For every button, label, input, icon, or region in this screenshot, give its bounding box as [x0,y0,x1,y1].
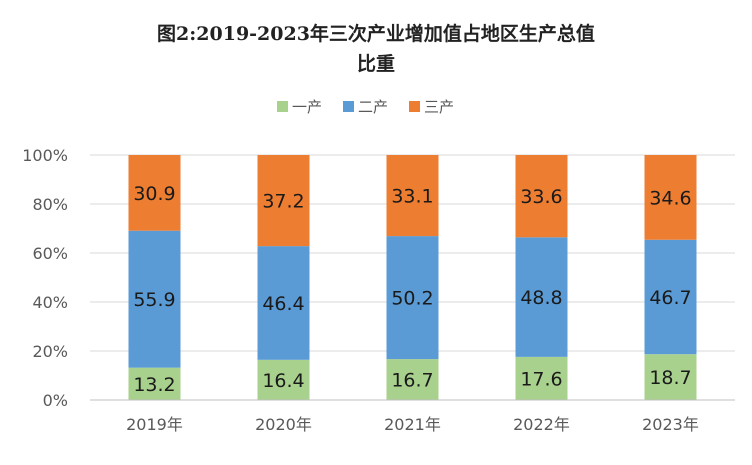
bars [128,155,697,400]
data-label: 33.6 [520,186,562,208]
data-label: 37.2 [262,191,304,213]
chart-title-line-1: 图2:2019-2023年三次产业增加值占地区生产总值 [157,22,595,45]
chart-title: 图2:2019-2023年三次产业增加值占地区生产总值 比重 [157,22,595,75]
data-label: 34.6 [649,187,691,209]
y-tick-label: 20% [32,342,68,361]
y-tick-label: 100% [22,146,68,165]
legend-swatch [277,101,288,112]
data-label: 48.8 [520,287,562,309]
bar-segment [515,237,568,357]
legend-label: 二产 [358,98,388,116]
data-label: 16.7 [391,370,433,392]
chart-title-line-2: 比重 [357,53,395,75]
bar-segment [128,367,181,400]
bar-segment [515,155,568,238]
legend-label: 一产 [292,98,322,116]
legend-label: 三产 [424,98,454,116]
bar-segment [128,155,181,231]
data-label: 46.7 [649,287,691,309]
data-label: 33.1 [391,186,433,208]
bar-segment [644,155,697,240]
bar-segment [386,236,439,360]
x-tick-label: 2021年 [384,415,441,434]
x-tick-label: 2020年 [255,415,312,434]
bar-segment [257,359,310,400]
data-label: 16.4 [262,370,304,392]
legend-swatch [409,101,420,112]
data-label: 30.9 [133,183,175,205]
y-axis: 0% 20% 40% 60% 80% 100% [22,146,68,410]
y-tick-label: 60% [32,244,68,263]
bar-segment [386,359,439,400]
data-label: 55.9 [133,289,175,311]
y-tick-label: 40% [32,293,68,312]
bar-segment [644,354,697,400]
legend-swatch [343,101,354,112]
x-tick-label: 2019年 [126,415,183,434]
x-tick-label: 2023年 [642,415,699,434]
data-labels: 13.2 55.9 30.9 16.4 46.4 37.2 16.7 50.2 33.1 17.6… [133,183,691,396]
y-tick-label: 80% [32,195,68,214]
bar-segment [257,155,310,247]
data-label: 50.2 [391,288,433,310]
bar-segment [386,155,439,237]
data-label: 17.6 [520,368,562,390]
bar-segment [515,356,568,400]
bar-segment [644,239,697,355]
data-label: 46.4 [262,293,304,315]
y-tick-label: 0% [43,391,68,410]
x-tick-label: 2022年 [513,415,570,434]
legend: 一产 二产 三产 [277,98,454,116]
x-axis: 2019年 2020年 2021年 2022年 2023年 [90,399,735,434]
bar-segment [128,230,181,368]
data-label: 18.7 [649,367,691,389]
data-label: 13.2 [133,374,175,396]
bar-segment [257,246,310,360]
